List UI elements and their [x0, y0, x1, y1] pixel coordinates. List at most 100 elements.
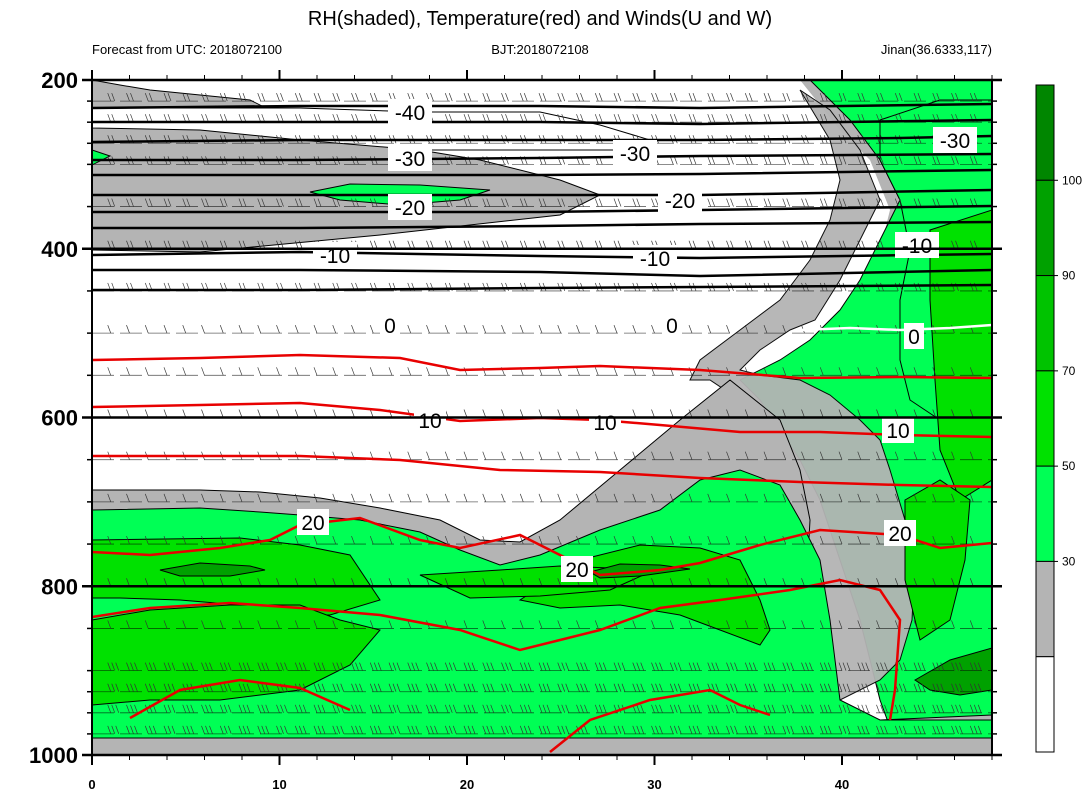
wind-barb [744, 451, 749, 460]
svg-text:20: 20 [301, 512, 324, 535]
wind-barb [238, 325, 243, 334]
temp-contour-minus30b [92, 152, 992, 162]
svg-text:0: 0 [666, 315, 678, 338]
wind-barb [163, 493, 168, 502]
wind-barb [557, 198, 566, 207]
wind-barb [669, 620, 674, 629]
wind-barb [126, 578, 130, 587]
wind-barb [482, 493, 487, 502]
wind-barb [801, 578, 805, 587]
wind-barb [951, 325, 955, 334]
wind-barb [669, 725, 682, 735]
wind-barb [238, 493, 243, 502]
wind-barb [519, 704, 532, 713]
wind-barb [857, 725, 870, 735]
wind-barb [632, 620, 637, 629]
wind-barb [201, 367, 205, 376]
contour-label: 10 [589, 409, 621, 435]
wind-barb [369, 367, 374, 376]
wind-barb [913, 620, 918, 629]
wind-barb [763, 114, 772, 123]
wind-barb [276, 240, 284, 249]
wind-barb [126, 725, 138, 735]
wind-barb [951, 535, 955, 545]
wind-barb [557, 620, 562, 629]
wind-barb [126, 620, 130, 629]
svg-text:-20: -20 [395, 197, 425, 220]
wind-barb [801, 240, 809, 249]
wind-barb [651, 704, 663, 713]
wind-barb [857, 683, 870, 692]
wind-barb [707, 198, 716, 207]
wind-barb [388, 367, 393, 376]
wind-barb [369, 578, 374, 587]
wind-barb [857, 451, 862, 460]
wind-barb [463, 704, 476, 713]
wind-barb [219, 662, 232, 671]
wind-barb [763, 325, 768, 334]
wind-barb [276, 620, 280, 629]
wind-barb [238, 92, 247, 102]
wind-barb [332, 409, 337, 418]
wind-barb [388, 704, 401, 713]
wind-barb [744, 156, 753, 165]
wind-barb [426, 493, 430, 502]
wind-barb [501, 451, 505, 460]
wind-barb [951, 620, 955, 629]
wind-barb [801, 156, 809, 165]
wind-barb [107, 725, 120, 735]
wind-barb [182, 240, 191, 249]
svg-text:-30: -30 [620, 143, 650, 166]
wind-barb [782, 198, 791, 207]
colorbar-swatch [1035, 84, 1055, 181]
wind-barb [969, 578, 974, 587]
wind-barb [969, 683, 982, 692]
wind-barb [576, 620, 580, 629]
wind-barb [407, 704, 420, 713]
wind-barb [744, 114, 753, 123]
wind-barb [219, 367, 224, 376]
wind-barb [144, 92, 153, 102]
contour-label: 0 [662, 312, 682, 338]
wind-barb [651, 451, 655, 460]
wind-barb [482, 325, 487, 334]
wind-barb [594, 240, 603, 249]
wind-barb [294, 367, 299, 376]
wind-barb [876, 156, 884, 165]
wind-barb [594, 683, 607, 692]
wind-barb [726, 704, 738, 713]
wind-barb [482, 451, 487, 460]
wind-barb [407, 367, 412, 376]
wind-barb [163, 367, 168, 376]
wind-barb [257, 493, 262, 502]
wind-barb [538, 620, 543, 629]
wind-barb [519, 92, 528, 102]
wind-barb [857, 92, 866, 102]
wind-barb [538, 92, 547, 102]
wind-barb [744, 725, 757, 735]
wind-barb [294, 493, 299, 502]
wind-barb [707, 92, 716, 102]
wind-barb [782, 325, 787, 334]
wind-barb [313, 725, 326, 735]
wind-barb [388, 725, 401, 735]
x-tick-label: 0 [88, 777, 95, 792]
wind-barb [801, 198, 809, 207]
wind-barb [782, 114, 791, 123]
wind-barb [819, 662, 832, 671]
wind-barb [913, 704, 926, 713]
wind-barb [913, 493, 918, 502]
wind-barb [688, 325, 693, 334]
wind-barb [763, 92, 772, 102]
wind-barb [576, 409, 580, 418]
wind-barb [838, 240, 847, 249]
wind-barb [407, 620, 412, 629]
wind-barb [182, 198, 191, 207]
wind-barb [763, 662, 776, 671]
wind-barb [613, 198, 622, 207]
wind-barb [482, 620, 487, 629]
wind-barb [801, 114, 809, 123]
wind-barb [651, 535, 655, 545]
wind-barb [763, 198, 772, 207]
wind-barb [763, 451, 768, 460]
